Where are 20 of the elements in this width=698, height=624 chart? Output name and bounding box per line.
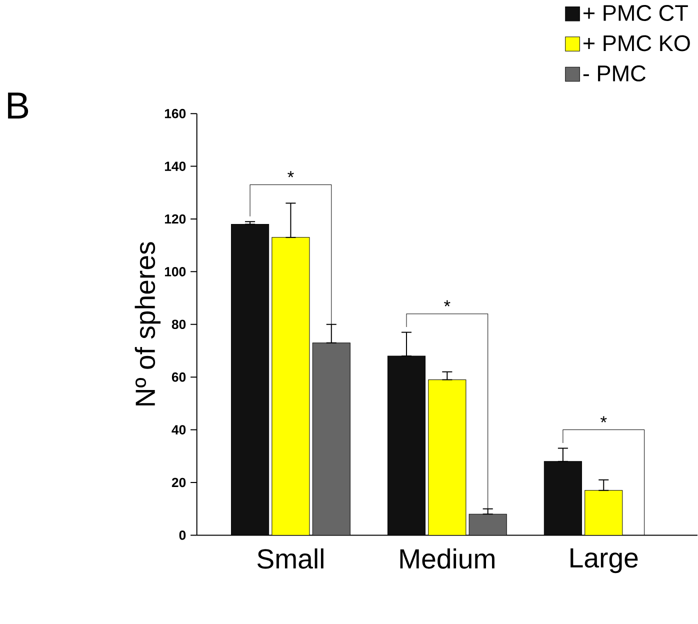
y-tick-label: 20 — [172, 478, 186, 488]
annotation: * — [288, 171, 294, 178]
legend-label: + PMC KO — [584, 35, 690, 52]
y-tick-label: 0 — [179, 530, 186, 540]
legend-label: - PMC — [583, 65, 646, 82]
text: B — [8, 92, 28, 118]
annotation: * — [600, 416, 607, 422]
y-axis-title: Nº of spheres — [134, 242, 161, 406]
y-tick-label: 40 — [172, 425, 186, 434]
y-tick-label: 60 — [172, 372, 186, 382]
y-tick-label: 120 — [164, 214, 186, 224]
x-tick-label: Large — [570, 548, 638, 574]
legend-label: + PMC CT — [584, 4, 688, 21]
y-tick-label: 80 — [172, 320, 186, 329]
x-tick-label: Medium — [400, 548, 494, 569]
y-tick-label: 160 — [164, 108, 186, 118]
x-tick-label: Small — [257, 548, 324, 569]
annotation: * — [444, 300, 450, 306]
y-tick-label: 100 — [164, 266, 186, 276]
y-tick-label: 140 — [164, 162, 186, 171]
